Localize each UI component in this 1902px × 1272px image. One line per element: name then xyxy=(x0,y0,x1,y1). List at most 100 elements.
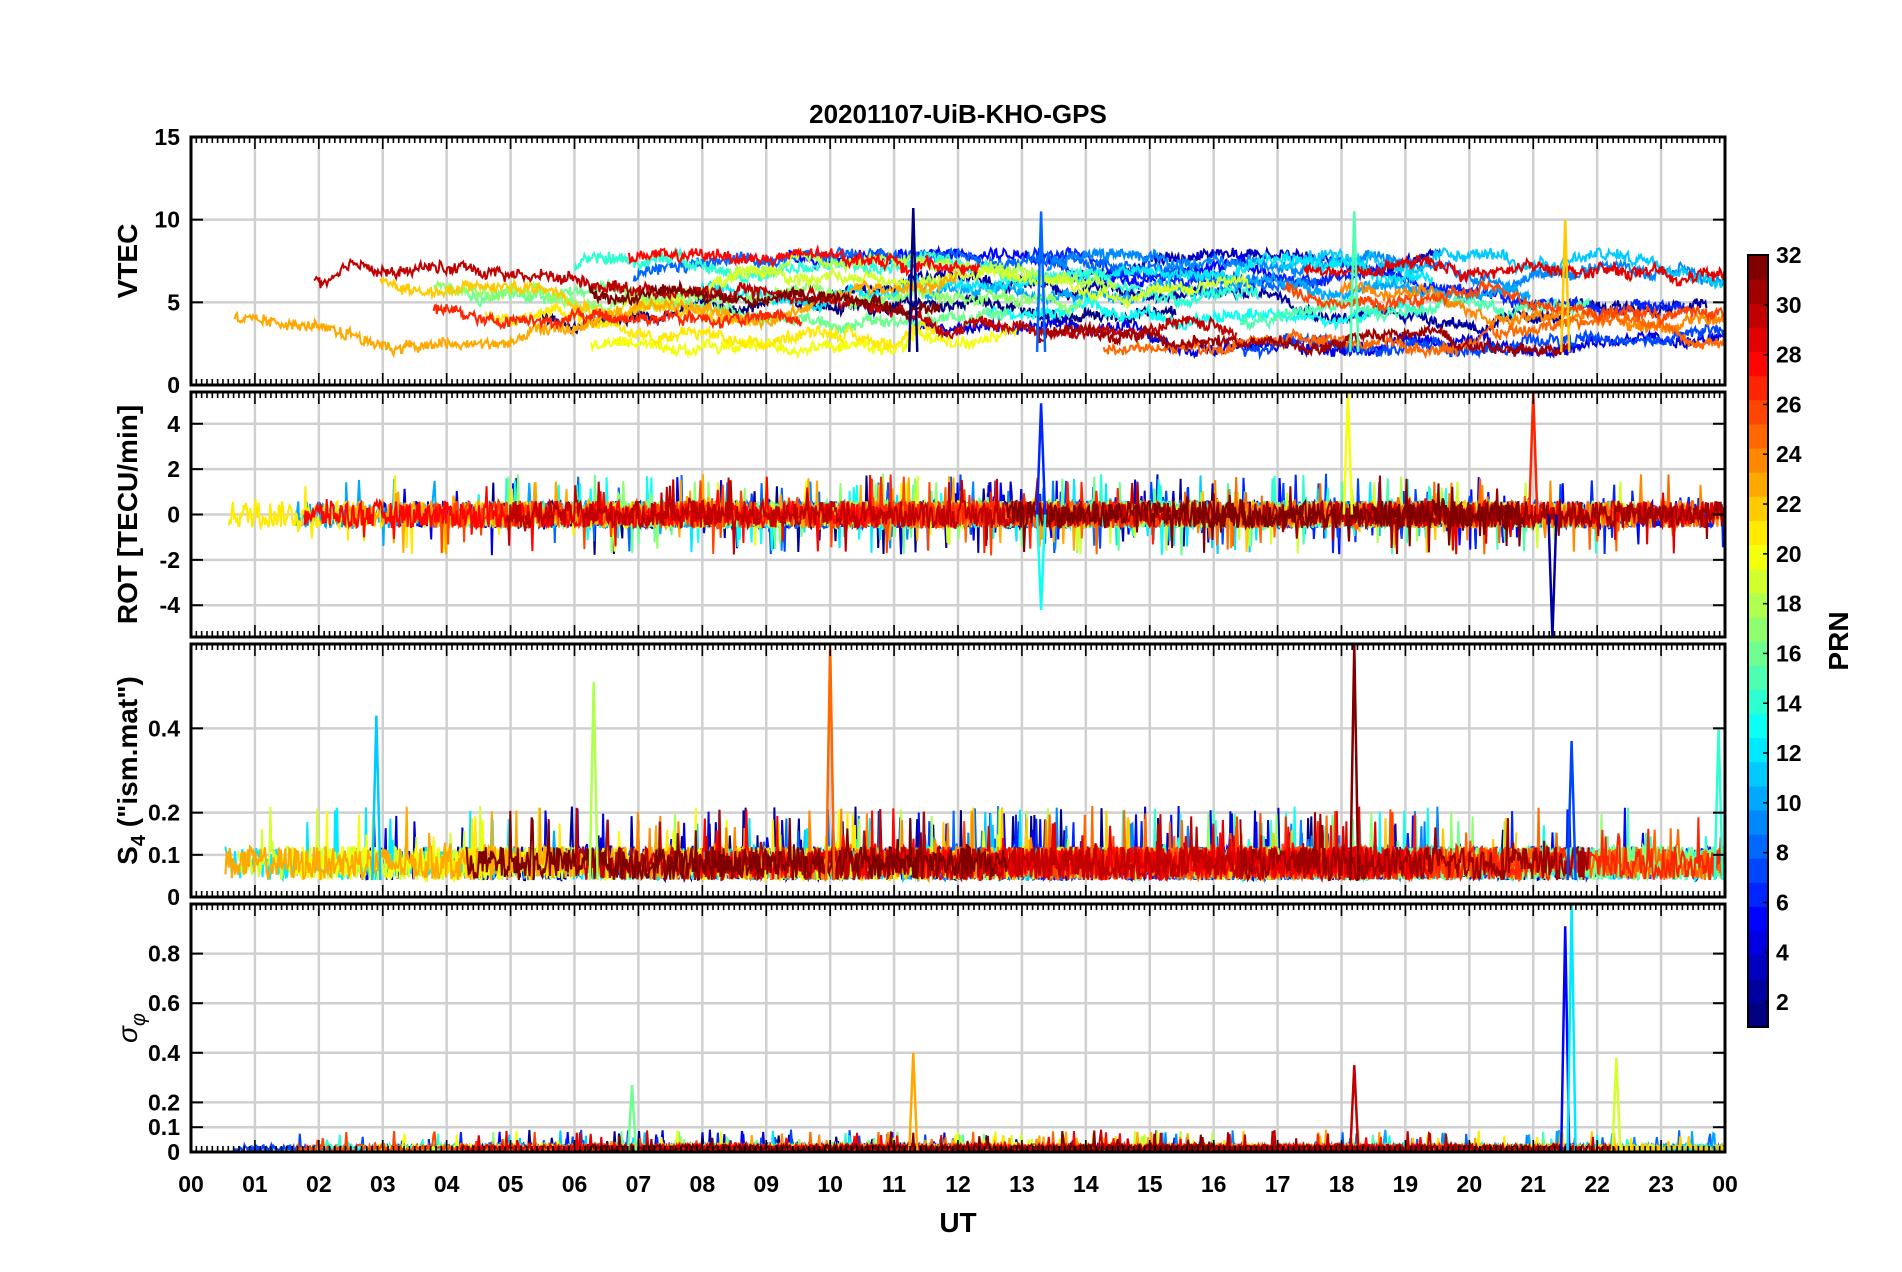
y-tick-label: 0 xyxy=(167,1139,180,1165)
colorbar-tick-label: 24 xyxy=(1776,441,1802,467)
colorbar-tick-label: 30 xyxy=(1776,292,1802,318)
x-tick-label: 02 xyxy=(306,1171,332,1197)
colorbar-segment xyxy=(1748,496,1768,521)
x-tick-label: 09 xyxy=(753,1171,779,1197)
y-tick-label: 0.2 xyxy=(148,800,180,826)
peak-mark xyxy=(626,1084,638,1152)
colorbar-segment xyxy=(1748,785,1768,811)
series-prn-28 xyxy=(628,244,981,277)
peak-mark xyxy=(1566,904,1577,1152)
x-tick-label: 11 xyxy=(882,1171,907,1197)
peak-mark xyxy=(1349,1065,1360,1152)
series-prn-31 xyxy=(1193,475,1725,555)
colorbar-segment xyxy=(1748,592,1768,618)
series-group xyxy=(227,392,1725,637)
y-tick-label: 0.2 xyxy=(148,1089,180,1115)
y-tick-label: 0.1 xyxy=(148,842,180,868)
colorbar-tick-label: 14 xyxy=(1776,690,1802,716)
series-prn-8 xyxy=(632,246,1319,294)
peak-mark xyxy=(824,644,836,881)
x-tick-label: 18 xyxy=(1329,1171,1355,1197)
colorbar-segment xyxy=(1748,279,1768,304)
chart-title: 20201107-UiB-KHO-GPS xyxy=(809,99,1107,129)
y-tick-label: 15 xyxy=(154,124,180,150)
colorbar-tick-label: 2 xyxy=(1776,989,1789,1015)
y-tick-label: 10 xyxy=(154,207,180,233)
colorbar-tick-label: 32 xyxy=(1776,242,1802,268)
colorbar-segment xyxy=(1748,520,1768,546)
colorbar-tick-label: 12 xyxy=(1776,740,1802,766)
series-prn-20 xyxy=(590,324,1018,361)
x-tick-label: 00 xyxy=(178,1171,204,1197)
colorbar-tick-label: 28 xyxy=(1776,342,1802,368)
panel-2: -4 -2 0 2 4 ROT [TECU/min] xyxy=(112,390,1727,639)
colorbar-segment xyxy=(1748,544,1768,570)
peak-mark xyxy=(1547,514,1558,637)
series-prn-30 xyxy=(505,477,1190,555)
peak-mark xyxy=(1035,403,1047,515)
colorbar-segment xyxy=(1748,448,1768,473)
colorbar-segment xyxy=(1748,351,1768,377)
x-tick-label: 03 xyxy=(370,1171,396,1197)
peak-mark xyxy=(1611,1057,1622,1152)
x-tick-label: 04 xyxy=(434,1171,460,1197)
x-axis-label: UT xyxy=(939,1207,976,1238)
y-tick-label: 0.4 xyxy=(148,1040,180,1066)
peak-mark xyxy=(588,681,599,881)
colorbar-segment xyxy=(1748,665,1768,690)
series-group xyxy=(233,208,1725,361)
series-prn-19 xyxy=(621,263,1252,313)
x-tick-labels: 00 01 02 03 04 05 06 07 08 09 10 11 12 13 14 15 16 17 18 19… xyxy=(178,1171,1738,1197)
series-prn-1 xyxy=(540,289,1177,335)
colorbar-segment xyxy=(1748,930,1768,956)
x-tick-label: 13 xyxy=(1009,1171,1035,1197)
x-tick-label: 05 xyxy=(498,1171,524,1197)
series-prn-31 xyxy=(1037,320,1571,357)
peak-mark xyxy=(1035,211,1047,352)
peak-mark xyxy=(371,715,382,881)
y-tick-label: -4 xyxy=(160,592,181,618)
series-prn-21 xyxy=(484,302,943,354)
colorbar-segment xyxy=(1748,954,1768,980)
colorbar-segment xyxy=(1748,641,1768,666)
colorbar-tick-label: 26 xyxy=(1776,391,1802,417)
x-tick-label: 07 xyxy=(626,1171,652,1197)
x-tick-label: 15 xyxy=(1137,1171,1163,1197)
y-tick-label: 0.8 xyxy=(148,941,180,967)
x-ticks xyxy=(190,392,1726,637)
x-ticks xyxy=(190,137,1726,385)
x-tick-label: 17 xyxy=(1265,1171,1291,1197)
y-tick-label: 0 xyxy=(167,502,180,528)
x-tick-label: 20 xyxy=(1457,1171,1483,1197)
y-tick-label: 0.4 xyxy=(148,715,180,741)
colorbar-tick-label: 10 xyxy=(1776,790,1802,816)
x-tick-label: 01 xyxy=(242,1171,268,1197)
x-tick-label: 00 xyxy=(1712,1171,1738,1197)
colorbar-segment xyxy=(1748,303,1768,328)
y-axis-label: VTEC xyxy=(112,224,143,299)
y-tick-label: -2 xyxy=(160,547,180,573)
series-prn-23 xyxy=(233,269,959,359)
peak-mark xyxy=(1342,392,1354,515)
y-axis-label: S4 ("ism.mat") xyxy=(112,676,150,865)
colorbar-segment xyxy=(1748,737,1768,763)
peak-mark xyxy=(908,1052,919,1152)
y-axis-label: ROT [TECU/min] xyxy=(112,405,143,624)
y-tick-label: 5 xyxy=(167,289,180,315)
x-tick-label: 14 xyxy=(1073,1171,1099,1197)
colorbar-label: PRN xyxy=(1823,611,1854,670)
series-prn-29 xyxy=(1303,253,1725,287)
y-tick-label: 2 xyxy=(167,456,180,482)
series-prn-25 xyxy=(1102,311,1725,360)
panel-3: 0 0.1 0.2 0.4S4 ("ism.mat") xyxy=(112,642,1727,910)
colorbar-segment xyxy=(1748,472,1768,497)
y-tick-label: 0.1 xyxy=(148,1114,180,1140)
colorbar-segment xyxy=(1748,858,1768,883)
x-tick-label: 22 xyxy=(1584,1171,1610,1197)
colorbar-tick-label: 18 xyxy=(1776,591,1802,617)
x-tick-label: 19 xyxy=(1393,1171,1419,1197)
colorbar-segment xyxy=(1748,423,1768,449)
x-tick-label: 23 xyxy=(1648,1171,1674,1197)
colorbar-tick-label: 22 xyxy=(1776,491,1802,517)
panel-4: 00.10.2 0.4 0.6 0.8 σφ xyxy=(112,902,1727,1165)
